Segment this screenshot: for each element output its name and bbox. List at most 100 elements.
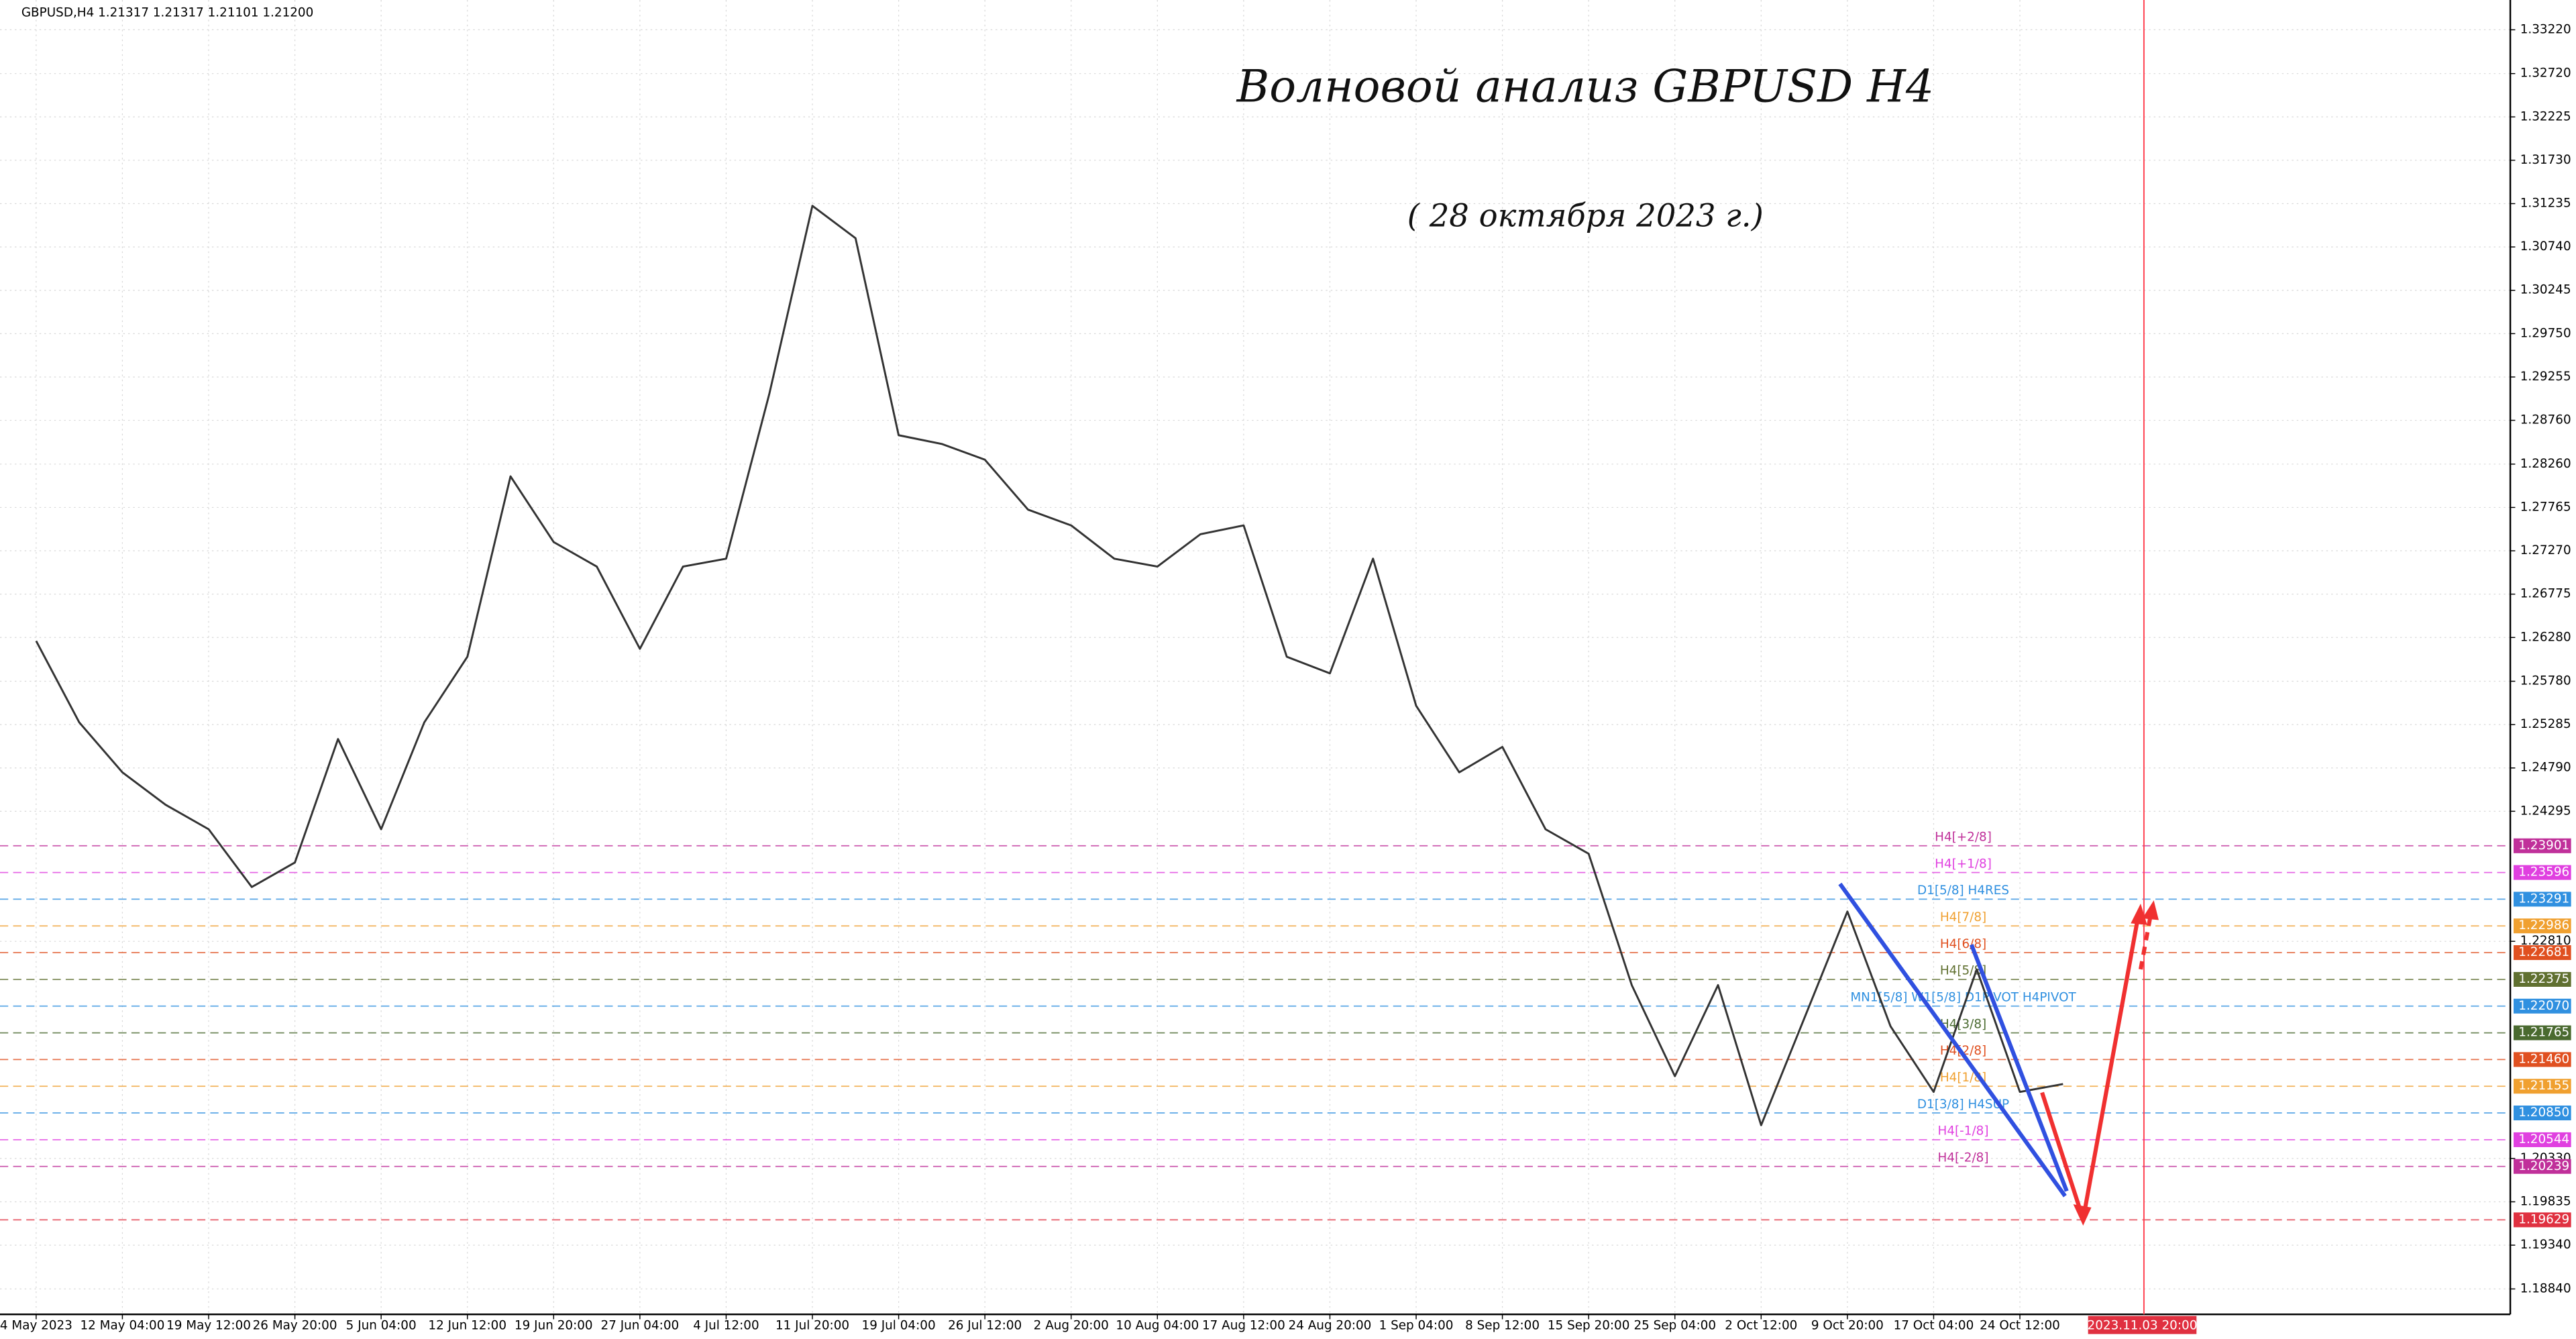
x-tick-label: 26 Jul 12:00	[948, 1318, 1022, 1332]
arrow-head	[2073, 1204, 2092, 1226]
x-tick-label: 25 Sep 04:00	[1633, 1318, 1716, 1332]
level-price-box	[2513, 1212, 2571, 1228]
x-tick-label: 19 Jun 20:00	[515, 1318, 593, 1332]
level-label: H4[+2/8]	[1935, 831, 1992, 845]
level-price-box	[2513, 998, 2571, 1014]
level-price-label: 1.22681	[2518, 945, 2569, 959]
x-tick-label: 12 Jun 12:00	[428, 1318, 506, 1332]
level-price-label: 1.23291	[2518, 892, 2569, 906]
level-price-label: 1.20239	[2518, 1159, 2569, 1173]
level-price-label: 1.23901	[2518, 839, 2569, 853]
level-price-label: 1.23596	[2518, 865, 2569, 879]
x-tick-label: 1 Sep 04:00	[1379, 1318, 1454, 1332]
x-tick-label: 24 Oct 12:00	[1980, 1318, 2060, 1332]
level-price-box	[2513, 1159, 2571, 1174]
x-tick-label: 19 Jul 04:00	[862, 1318, 936, 1332]
y-tick-label: 1.26775	[2520, 587, 2571, 601]
y-tick-label: 1.31730	[2520, 153, 2571, 167]
grid	[0, 0, 2511, 1315]
annotations	[1838, 882, 2159, 1226]
x-tick-label: 11 Jul 20:00	[775, 1318, 849, 1332]
x-tick-label: 12 May 04:00	[80, 1318, 164, 1332]
y-tick-label: 1.32720	[2520, 66, 2571, 81]
level-price-box	[2513, 865, 2571, 880]
y-tick-label: 1.32225	[2520, 109, 2571, 123]
arrow-head	[2131, 903, 2147, 925]
y-tick-label: 1.18840	[2520, 1281, 2571, 1295]
x-tick-label: 10 Aug 04:00	[1116, 1318, 1199, 1332]
level-label: D1[3/8] H4SUP	[1917, 1097, 2009, 1112]
y-tick-label: 1.33220	[2520, 22, 2571, 36]
blue-trend-line	[1838, 882, 2067, 1197]
arrow-head	[2142, 900, 2159, 920]
y-tick-label: 1.19340	[2520, 1238, 2571, 1252]
chart-subtitle: ( 28 октября 2023 г.)	[1407, 198, 1764, 234]
level-price-label: 1.21765	[2518, 1026, 2569, 1040]
y-tick-label: 1.28260	[2520, 457, 2571, 471]
level-price-box	[2513, 1132, 2571, 1147]
x-tick-label: 5 Jun 04:00	[346, 1318, 417, 1332]
level-label: H4[-1/8]	[1938, 1124, 1989, 1138]
level-price-label: 1.19629	[2518, 1212, 2569, 1226]
x-tick-label: 4 May 2023	[0, 1318, 72, 1332]
level-label: H4[3/8]	[1940, 1017, 1986, 1031]
level-price-label: 1.21460	[2518, 1052, 2569, 1066]
level-price-box	[2513, 1025, 2571, 1040]
y-tick-label: 1.29750	[2520, 326, 2571, 340]
x-tick-label: 4 Jul 12:00	[693, 1318, 759, 1332]
y-tick-label: 1.22810	[2520, 934, 2571, 948]
level-price-box	[2513, 838, 2571, 853]
y-tick-label: 1.19835	[2520, 1194, 2571, 1208]
level-price-label: 1.21155	[2518, 1079, 2569, 1093]
x-tick-label: 19 May 12:00	[166, 1318, 251, 1332]
cursor-label-box	[2088, 1316, 2197, 1334]
x-tick-label: 15 Sep 20:00	[1548, 1318, 1630, 1332]
y-tick-label: 1.31235	[2520, 197, 2571, 211]
level-label: MN1[5/8] W1[5/8] D1PIVOT H4PIVOT	[1850, 991, 2076, 1005]
level-label: D1[5/8] H4RES	[1917, 883, 2009, 898]
y-tick-label: 1.27270	[2520, 543, 2571, 557]
level-price-box	[2513, 1105, 2571, 1121]
plot	[35, 205, 2063, 1126]
x-tick-label: 24 Aug 20:00	[1289, 1318, 1372, 1332]
y-tick-label: 1.26280	[2520, 630, 2571, 644]
y-tick-label: 1.30740	[2520, 239, 2571, 254]
level-price-box	[2513, 945, 2571, 961]
red-dashed-arrow	[2139, 906, 2155, 970]
level-price-label: 1.20544	[2518, 1132, 2569, 1146]
cursor-label: 2023.11.03 20:00	[2088, 1318, 2198, 1332]
level-label: H4[+1/8]	[1935, 857, 1992, 871]
level-price-box	[2513, 971, 2571, 987]
level-price-box	[2513, 892, 2571, 907]
x-tick-label: 26 May 20:00	[253, 1318, 337, 1332]
level-label: H4[2/8]	[1940, 1044, 1986, 1058]
blue-trend-line	[1969, 944, 2069, 1192]
y-tick-label: 1.24790	[2520, 761, 2571, 775]
price-line	[35, 205, 2063, 1126]
level-price-box	[2513, 918, 2571, 934]
y-tick-label: 1.24295	[2520, 804, 2571, 818]
y-tick-label: 1.25780	[2520, 674, 2571, 688]
level-price-label: 1.22070	[2518, 999, 2569, 1013]
level-price-box	[2513, 1079, 2571, 1094]
y-tick-label: 1.27765	[2520, 500, 2571, 514]
x-tick-label: 8 Sep 12:00	[1465, 1318, 1540, 1332]
levels: H4[+2/8] H4[+1/8] D1[5/8] H4RES H4[7/8] H4[6…	[0, 831, 2511, 1221]
x-tick-label: 17 Aug 12:00	[1202, 1318, 1285, 1332]
level-price-label: 1.22986	[2518, 918, 2569, 932]
y-tick-label: 1.30245	[2520, 283, 2571, 297]
x-tick-label: 2 Aug 20:00	[1034, 1318, 1109, 1332]
level-price-label: 1.22375	[2518, 972, 2569, 986]
x-tick-label: 9 Oct 20:00	[1811, 1318, 1884, 1332]
x-tick-label: 2 Oct 12:00	[1725, 1318, 1797, 1332]
x-tick-label: 17 Oct 04:00	[1894, 1318, 1974, 1332]
level-label: H4[-2/8]	[1938, 1151, 1989, 1165]
level-price-box	[2513, 1052, 2571, 1067]
x-tick-label: 27 Jun 04:00	[601, 1318, 680, 1332]
y-tick-label: 1.25285	[2520, 717, 2571, 731]
level-price-label: 1.20850	[2518, 1106, 2569, 1120]
chart-title: Волновой анализ GBPUSD H4	[1236, 61, 1934, 113]
